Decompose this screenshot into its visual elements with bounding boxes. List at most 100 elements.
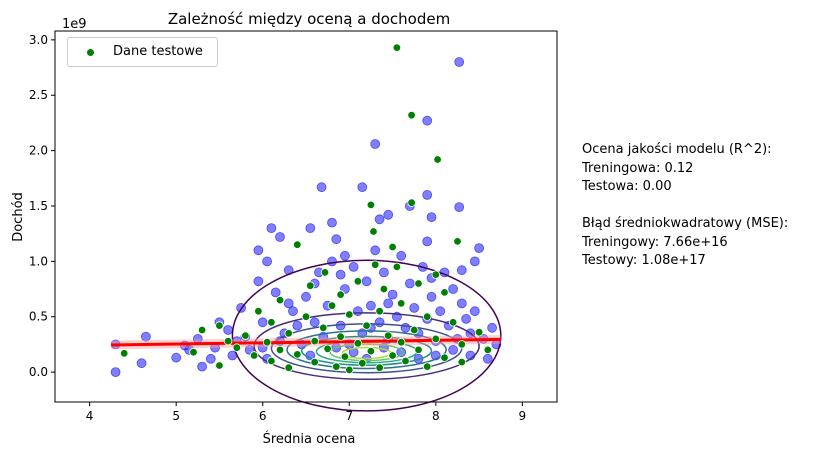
train-point-100 bbox=[283, 298, 294, 309]
train-point-69 bbox=[426, 291, 437, 302]
x-tick-label-1: 5 bbox=[172, 409, 180, 423]
density-contour-3 bbox=[286, 330, 447, 370]
train-point-42 bbox=[301, 291, 311, 302]
test-point-63 bbox=[457, 357, 466, 367]
test-point-65 bbox=[332, 362, 341, 371]
train-point-11 bbox=[454, 202, 465, 213]
train-point-3 bbox=[316, 182, 327, 193]
test-point-48 bbox=[275, 345, 285, 355]
test-point-36 bbox=[284, 329, 293, 338]
test-point-52 bbox=[483, 345, 492, 355]
train-point-65 bbox=[409, 302, 420, 313]
train-point-57 bbox=[374, 317, 385, 328]
test-point-64 bbox=[215, 361, 224, 370]
stats-mse-heading: Błąd średniokwadratowy (MSE): bbox=[582, 216, 789, 231]
density-contour-1 bbox=[253, 312, 480, 381]
train-point-60 bbox=[387, 289, 398, 300]
train-point-76 bbox=[456, 298, 467, 309]
axes-frame bbox=[54, 30, 558, 403]
test-point-1 bbox=[407, 110, 416, 120]
stats-spacer bbox=[582, 197, 788, 216]
density-contour-4 bbox=[300, 335, 433, 366]
train-point-25 bbox=[136, 358, 147, 369]
y-tick-label-0: 0.0 bbox=[29, 365, 48, 379]
chart-title: Zależność między oceną a dochodem bbox=[168, 10, 450, 28]
plot-area bbox=[110, 43, 502, 412]
test-point-13 bbox=[414, 279, 423, 288]
train-point-102 bbox=[383, 298, 394, 309]
x-tick-label-3: 7 bbox=[345, 409, 353, 423]
train-point-0 bbox=[454, 57, 465, 67]
train-point-40 bbox=[288, 306, 298, 317]
test-point-20 bbox=[327, 301, 337, 310]
train-point-77 bbox=[461, 313, 472, 324]
test-point-24 bbox=[345, 310, 354, 319]
train-point-35 bbox=[253, 276, 264, 287]
test-point-23 bbox=[301, 312, 311, 321]
test-point-54 bbox=[249, 351, 259, 360]
test-point-58 bbox=[440, 353, 449, 362]
test-point-68 bbox=[284, 363, 293, 372]
test-point-33 bbox=[474, 328, 484, 337]
train-point-79 bbox=[469, 306, 480, 317]
test-point-43 bbox=[353, 339, 363, 348]
train-point-12 bbox=[383, 209, 394, 220]
train-point-95 bbox=[396, 347, 407, 358]
train-point-1 bbox=[422, 115, 433, 126]
test-point-67 bbox=[423, 362, 432, 371]
stats-mse-test: Testowy: 1.08e+17 bbox=[582, 253, 706, 268]
stats-mse-train: Treningowy: 7.66e+16 bbox=[582, 234, 728, 250]
train-point-7 bbox=[327, 217, 337, 228]
stats-r2-heading: Ocena jakości modelu (R^2): bbox=[582, 142, 772, 157]
test-point-47 bbox=[232, 343, 241, 352]
y-tick-label-5: 2.5 bbox=[29, 88, 48, 102]
train-point-47 bbox=[327, 256, 337, 267]
test-point-32 bbox=[410, 325, 419, 335]
train-point-56 bbox=[370, 245, 381, 256]
train-point-15 bbox=[275, 232, 285, 242]
train-point-21 bbox=[469, 256, 480, 267]
train-point-36 bbox=[257, 317, 268, 328]
train-point-58 bbox=[378, 267, 389, 278]
test-point-7 bbox=[453, 237, 462, 246]
test-point-3 bbox=[407, 198, 416, 207]
x-tick-label-2: 6 bbox=[259, 409, 267, 423]
y-tick-label-1: 0.5 bbox=[29, 310, 48, 324]
train-point-18 bbox=[331, 234, 342, 245]
test-point-14 bbox=[306, 281, 315, 290]
test-point-40 bbox=[223, 336, 233, 346]
y-tick-label-3: 1.5 bbox=[29, 199, 48, 213]
test-point-46 bbox=[189, 348, 198, 357]
y-tick-label-2: 1.0 bbox=[29, 254, 48, 268]
train-point-71 bbox=[435, 306, 446, 317]
test-point-4 bbox=[366, 200, 376, 210]
train-point-19 bbox=[339, 250, 350, 261]
test-point-18 bbox=[440, 288, 449, 297]
train-point-98 bbox=[448, 344, 459, 355]
stats-r2-train: Treningowa: 0.12 bbox=[582, 160, 694, 176]
train-point-14 bbox=[474, 243, 485, 254]
test-point-10 bbox=[371, 260, 380, 269]
train-point-54 bbox=[361, 276, 372, 287]
legend-marker-test bbox=[87, 49, 94, 56]
density-contour-6 bbox=[329, 343, 404, 362]
test-point-21 bbox=[397, 299, 406, 308]
test-point-11 bbox=[392, 262, 402, 272]
train-point-101 bbox=[335, 269, 346, 280]
test-point-29 bbox=[267, 318, 276, 327]
test-point-31 bbox=[362, 321, 371, 330]
test-point-5 bbox=[369, 227, 378, 236]
train-point-37 bbox=[270, 287, 281, 298]
axes: 4 5 6 7 8 9 0.0 0.5 1.0 1.5 2.0 2.5 3.0 bbox=[29, 30, 558, 423]
test-point-55 bbox=[293, 350, 302, 359]
train-point-108 bbox=[487, 322, 498, 333]
test-point-62 bbox=[401, 356, 410, 366]
train-point-43 bbox=[309, 317, 320, 328]
test-point-39 bbox=[431, 334, 440, 344]
test-point-51 bbox=[414, 345, 423, 355]
train-point-9 bbox=[266, 223, 277, 234]
train-point-17 bbox=[262, 256, 273, 267]
train-point-20 bbox=[422, 236, 433, 247]
